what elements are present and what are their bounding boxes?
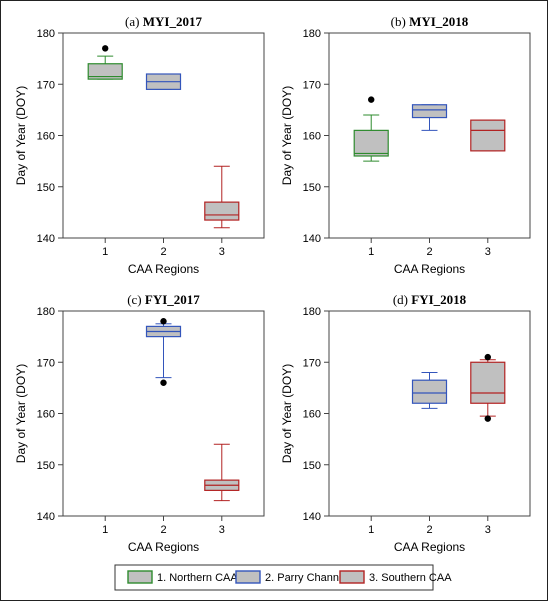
panel-2: (b) MYI_2018 140 150 160 170 180 1 2 3 CAA Region… <box>280 14 531 276</box>
outlier-point <box>102 45 109 52</box>
y-tick-label: 180 <box>37 306 55 318</box>
x-tick-label: 3 <box>485 246 491 258</box>
y-tick-label: 160 <box>303 409 321 421</box>
y-tick-label: 170 <box>37 79 55 91</box>
x-axis-label: CAA Regions <box>128 262 199 276</box>
box-region-2 <box>145 73 182 90</box>
box-region-3 <box>204 165 240 229</box>
y-tick-label: 150 <box>303 460 321 472</box>
box-region-3 <box>204 443 240 502</box>
panel-title: (d) FYI_2018 <box>393 292 467 307</box>
legend-label: 2. Parry Channel <box>265 572 348 584</box>
x-tick-label: 1 <box>102 524 108 536</box>
legend-swatch <box>339 570 365 584</box>
x-tick-label: 3 <box>219 524 225 536</box>
legend-swatch <box>235 570 261 584</box>
y-axis-label: Day of Year (DOY) <box>280 86 294 185</box>
y-tick-label: 140 <box>303 511 321 523</box>
panel-4: (d) FYI_2018 140 150 160 170 180 1 2 3 CAA Region… <box>280 292 531 554</box>
y-tick-label: 160 <box>37 409 55 421</box>
box-region-2 <box>411 372 448 409</box>
outlier-point <box>368 96 375 103</box>
x-tick-label: 2 <box>160 524 166 536</box>
panel-title: (c) FYI_2017 <box>127 292 200 307</box>
x-axis-label: CAA Regions <box>128 540 199 554</box>
y-tick-label: 140 <box>37 233 55 245</box>
box-region-1 <box>353 96 389 162</box>
box-iqr <box>204 201 240 221</box>
y-tick-label: 150 <box>37 460 55 472</box>
panel-1: (a) MYI_2017 140 150 160 170 180 1 2 3 CAA Region… <box>14 14 265 276</box>
x-tick-label: 2 <box>426 246 432 258</box>
x-tick-label: 2 <box>160 246 166 258</box>
box-iqr <box>87 63 123 80</box>
panel-title-tag: (d) <box>393 292 411 307</box>
legend-entry-3: 3. Southern CAA <box>339 570 452 584</box>
outlier-point <box>160 379 167 386</box>
box-iqr <box>470 361 506 404</box>
legend-frame <box>114 564 434 591</box>
x-tick-label: 3 <box>485 524 491 536</box>
legend-label: 3. Southern CAA <box>369 572 452 584</box>
y-tick-label: 160 <box>37 131 55 143</box>
outlier-point <box>484 415 491 422</box>
y-tick-label: 140 <box>37 511 55 523</box>
panel-title-tag: (c) <box>127 292 145 307</box>
y-tick-label: 140 <box>303 233 321 245</box>
legend-entry-1: 1. Northern CAA <box>127 570 238 584</box>
y-axis-label: Day of Year (DOY) <box>14 86 28 185</box>
box-region-3 <box>470 119 506 152</box>
legend-entry-2: 2. Parry Channel <box>235 570 348 584</box>
legend-label: 1. Northern CAA <box>157 572 238 584</box>
panel-title-tag: (a) <box>125 14 143 29</box>
box-region-1 <box>87 45 123 80</box>
panel-title: (b) MYI_2018 <box>391 14 469 29</box>
outlier-point <box>484 353 491 361</box>
panel-title-text: MYI_2018 <box>409 14 469 29</box>
y-tick-label: 150 <box>303 182 321 194</box>
y-tick-label: 150 <box>37 182 55 194</box>
y-tick-label: 170 <box>37 357 55 369</box>
box-iqr <box>411 104 448 119</box>
y-tick-label: 160 <box>303 131 321 143</box>
x-tick-label: 3 <box>219 246 225 258</box>
x-tick-label: 1 <box>368 524 374 536</box>
legend: 1. Northern CAA 2. Parry Channel 3. Southe… <box>114 564 452 591</box>
box-region-2 <box>145 318 182 386</box>
panel-title-text: MYI_2017 <box>143 14 203 29</box>
box-region-2 <box>411 104 448 131</box>
box-region-3 <box>470 353 506 422</box>
legend-swatch <box>127 570 153 584</box>
box-iqr <box>411 379 448 404</box>
x-tick-label: 1 <box>102 246 108 258</box>
y-tick-label: 180 <box>37 28 55 40</box>
panel-title: (a) MYI_2017 <box>125 14 202 29</box>
panel-title-text: FYI_2018 <box>411 292 466 307</box>
x-tick-label: 1 <box>368 246 374 258</box>
x-axis-label: CAA Regions <box>394 262 465 276</box>
x-axis-label: CAA Regions <box>394 540 465 554</box>
outlier-point <box>160 318 167 325</box>
panel-3: (c) FYI_2017 140 150 160 170 180 1 2 3 CAA Region… <box>14 292 265 554</box>
y-tick-label: 180 <box>303 28 321 40</box>
y-tick-label: 170 <box>303 357 321 369</box>
panel-title-text: FYI_2017 <box>145 292 200 307</box>
y-axis-label: Day of Year (DOY) <box>280 364 294 463</box>
x-tick-label: 2 <box>426 524 432 536</box>
y-axis-label: Day of Year (DOY) <box>14 364 28 463</box>
plot-area <box>328 310 531 517</box>
box-iqr <box>353 129 389 157</box>
y-tick-label: 180 <box>303 306 321 318</box>
y-tick-label: 170 <box>303 79 321 91</box>
box-iqr <box>470 119 506 152</box>
panel-title-tag: (b) <box>391 14 409 29</box>
